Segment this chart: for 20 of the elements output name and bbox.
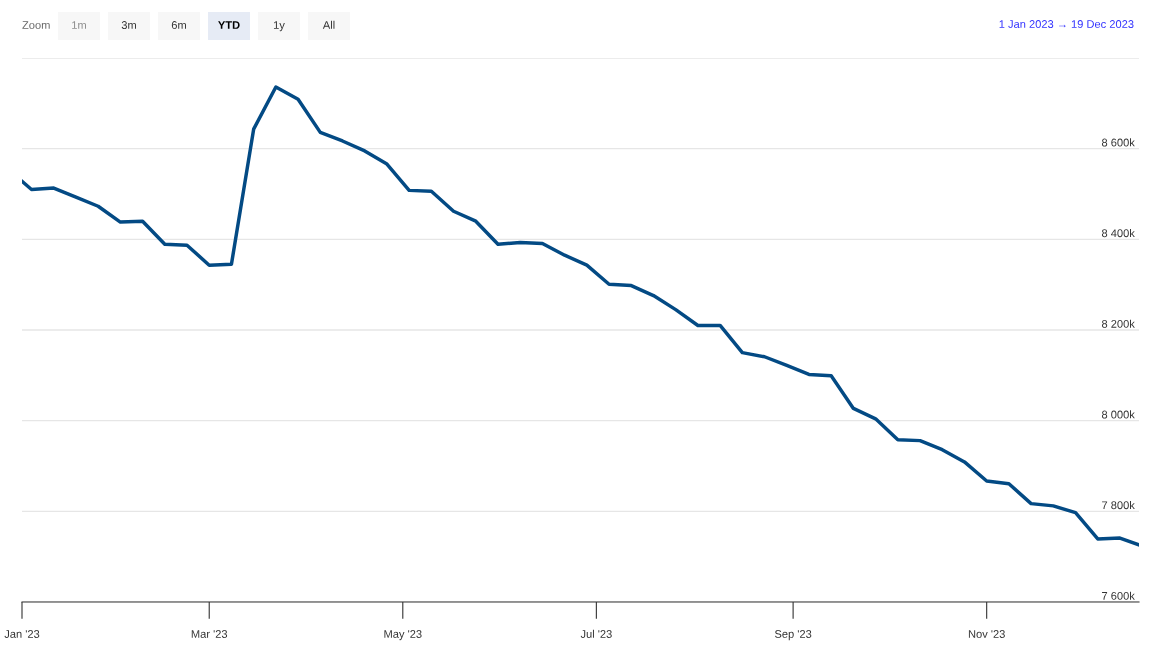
y-tick-label: 7 600k — [1102, 591, 1135, 600]
x-tick-label: Jul '23 — [580, 629, 612, 638]
text: 6m — [171, 21, 186, 29]
text: YTD — [218, 21, 240, 29]
text: 1y — [273, 21, 285, 32]
y-tick-label: 8 400k — [1101, 228, 1135, 238]
y-tick-label: 8 600k — [1101, 138, 1135, 147]
text: 1m — [72, 21, 86, 29]
text: All — [322, 20, 335, 29]
text: 3m — [121, 21, 136, 29]
x-tick-label: Mar '23 — [191, 630, 228, 638]
x-tick-label: Sep '23 — [774, 630, 812, 641]
chart-subtitle: 1 Jan 2023 → 19 Dec 2023 — [999, 20, 1134, 28]
y-tick-label: 8 200k — [1101, 319, 1135, 328]
y-tick-label: 7 800k — [1102, 500, 1135, 510]
x-tick-label: Jan '23 — [4, 630, 40, 638]
x-tick-label: May '23 — [384, 630, 422, 641]
y-tick-label: 8 000k — [1101, 410, 1135, 419]
text: Zoom — [22, 21, 50, 29]
x-tick-label: Nov '23 — [968, 630, 1005, 638]
